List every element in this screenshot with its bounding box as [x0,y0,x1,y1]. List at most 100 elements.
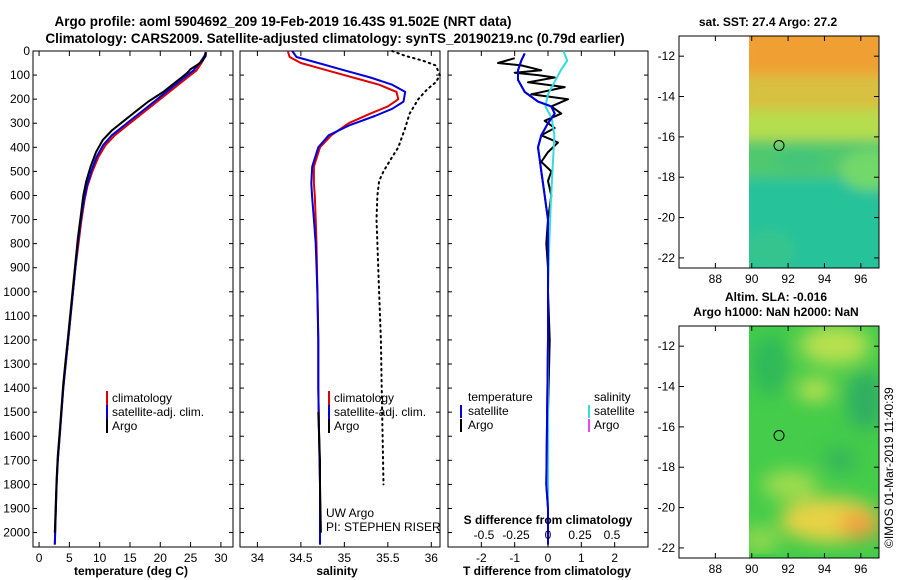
legend-label-s-satellite: satellite [594,404,635,418]
legend-label-satellite: satellite-adj. clim. [112,405,204,419]
s-tick-label: 0 [545,528,552,542]
s-tick-label: -0.5 [474,528,495,542]
salinity-plot-frame [239,50,441,548]
x-tick-label: 10 [93,551,107,565]
float-annotation-pi: PI: STEPHEN RISER [326,520,441,534]
x-tick-label: 35 [338,551,352,565]
x-tick-label: 30 [214,551,228,565]
sst-map-field [749,36,879,268]
map-x-tick-label: 88 [709,272,723,286]
depth-tick-label: 1800 [3,477,30,491]
x-tick-label: 35.5 [376,551,400,565]
legend-label-argo: Argo [334,419,360,433]
depth-tick-label: 400 [10,140,30,154]
x-tick-label: 20 [154,551,168,565]
depth-axis: 0 100 200 300 400 500 600 700 800 900 1000 1100 1200… [3,44,30,540]
depth-tick-label: 1200 [3,333,30,347]
depth-tick-label: 1500 [3,405,30,419]
depth-tick-label: 1900 [3,501,30,515]
s-tick-label: -0.25 [502,528,530,542]
sst-map-frame [678,35,880,269]
series-climatology [53,51,208,545]
x-tick-label: 5 [66,551,73,565]
series-argo [317,412,322,533]
x-tick-label: -1 [509,551,520,565]
depth-tick-label: 100 [10,68,30,82]
float-annotation-uw-argo: UW Argo [326,506,374,520]
difference-panel: -2 -1 0 1 2 -0.5 -0.25 0 0.25 0.5 [448,50,648,565]
map-y-tick-label: -12 [658,339,676,353]
salinity-legend: climatology satellite-adj. clim. Argo [328,391,426,433]
difference-legend: temperature salinity satellite Argo sate… [460,390,635,432]
depth-tick-label: 1100 [4,309,30,323]
series-salinity-std [375,50,441,486]
x-tick-label: 0 [36,551,43,565]
map-x-tick-label: 88 [709,562,723,576]
series-argo [53,52,207,533]
map-x-tick-label: 92 [781,272,795,286]
map-y-tick-label: -20 [658,501,676,515]
x-tick-label: 15 [123,551,137,565]
series-satellite-adj-clim- [53,51,207,545]
sla-argo-position-marker [773,430,785,442]
depth-tick-label: 900 [10,261,30,275]
map-y-tick-label: -16 [658,420,676,434]
legend-label-t-satellite: satellite [468,404,509,418]
sla-map-subtitle: Argo h1000: NaN h2000: NaN [693,305,858,319]
depth-tick-label: 200 [10,92,30,106]
depth-tick-label: 700 [10,213,30,227]
x-tick-label: -2 [476,551,487,565]
temperature-legend: climatology satellite-adj. clim. Argo [106,391,204,433]
legend-label-climatology: climatology [334,391,394,405]
t-difference-axis-title: T difference from climatology [463,564,631,578]
sla-map-axes: 88 90 92 94 96 -12 -14 -16 -18 -20 -22 [658,326,879,576]
salinity-axis-title: salinity [316,564,358,578]
legend-label-satellite: satellite-adj. clim. [334,405,426,419]
temperature-plot-frame [32,50,234,548]
series-climatology [286,50,400,545]
x-tick-label: 25 [184,551,198,565]
map-y-tick-label: -14 [658,90,676,104]
legend-label-climatology: climatology [112,391,172,405]
temperature-panel: 0 5 10 15 20 25 30 [33,50,233,565]
map-x-tick-label: 90 [745,272,759,286]
x-tick-label: 1 [578,551,585,565]
temperature-axis-title: temperature (deg C) [74,564,188,578]
depth-tick-label: 500 [10,164,30,178]
map-y-tick-label: -20 [658,211,676,225]
sla-map-frame [678,325,880,559]
series-t-satellite [517,52,556,545]
x-tick-label: 34.5 [289,551,313,565]
map-y-tick-label: -18 [658,170,676,184]
legend-title-temperature: temperature [468,390,533,404]
series-satellite-adj-clim- [291,50,407,545]
depth-tick-label: 2000 [3,526,30,540]
sst-map-axes: 88 90 92 94 96 -12 -14 -16 -18 -20 -22 [658,36,879,286]
map-y-tick-label: -12 [658,49,676,63]
depth-tick-label: 0 [23,44,30,58]
legend-title-salinity: salinity [594,390,631,404]
s-tick-label: 0.5 [604,528,621,542]
map-y-tick-label: -16 [658,130,676,144]
figure-title-line2: Climatology: CARS2009. Satellite-adjuste… [45,31,624,46]
map-y-tick-label: -22 [658,251,676,265]
depth-tick-label: 1700 [3,453,30,467]
map-y-tick-label: -22 [658,541,676,555]
map-y-tick-label: -14 [658,380,676,394]
sla-map-title: Altim. SLA: -0.016 [725,290,827,304]
figure-title-line1: Argo profile: aoml 5904692_209 19-Feb-20… [55,14,512,29]
salinity-panel: 34 34.5 35 35.5 36 [240,50,441,565]
map-x-tick-label: 94 [818,562,832,576]
depth-tick-label: 600 [10,188,30,202]
x-tick-label: 36 [425,551,439,565]
sst-map-title: sat. SST: 27.4 Argo: 27.2 [699,15,838,29]
depth-tick-label: 1000 [3,285,30,299]
depth-tick-label: 300 [10,116,30,130]
series-t-argo [497,57,569,533]
legend-label-t-argo: Argo [468,418,494,432]
map-x-tick-label: 94 [818,272,832,286]
depth-tick-label: 1600 [3,429,30,443]
sla-map-field [749,326,879,558]
sst-argo-position-marker [773,140,785,152]
